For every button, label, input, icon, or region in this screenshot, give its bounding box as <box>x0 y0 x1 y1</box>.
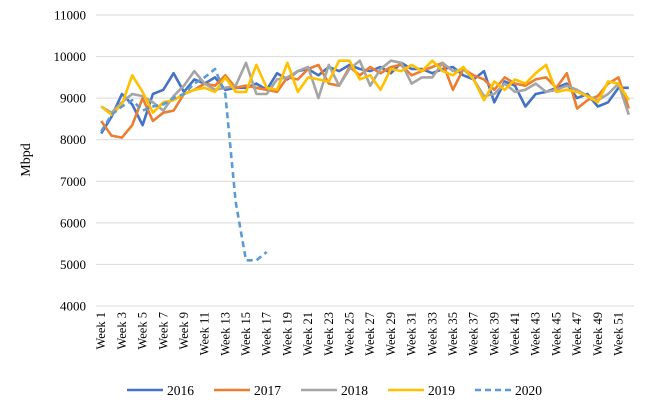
x-tick-label: Week 15 <box>239 312 253 356</box>
x-tick-label: Week 29 <box>384 312 398 356</box>
x-tick-label: Week 21 <box>301 312 315 356</box>
x-tick-label: Week 49 <box>591 312 605 356</box>
x-tick-label: Week 17 <box>260 312 274 356</box>
legend-label-2019: 2019 <box>428 383 455 398</box>
y-tick-labels: 4000 5000 6000 7000 8000 9000 10000 11000 <box>54 8 87 314</box>
legend-label-2018: 2018 <box>341 383 368 398</box>
x-tick-label: Week 43 <box>529 312 543 356</box>
x-tick-label: Week 45 <box>549 312 563 356</box>
y-tick-label: 4000 <box>60 299 86 314</box>
x-tick-label: Week 27 <box>363 312 377 356</box>
legend: 2016 2017 2018 2019 2020 <box>127 383 542 398</box>
y-tick-label: 10000 <box>54 49 87 64</box>
x-tick-label: Week 31 <box>405 312 419 356</box>
x-tick-label: Week 23 <box>322 312 336 356</box>
x-tick-label: Week 47 <box>570 312 584 356</box>
x-tick-label: Week 39 <box>487 312 501 356</box>
y-tick-label: 8000 <box>60 132 86 147</box>
y-tick-label: 6000 <box>60 215 86 230</box>
y-tick-label: 11000 <box>54 8 86 23</box>
x-tick-label: Week 7 <box>156 312 170 350</box>
x-tick-label: Week 5 <box>136 312 150 350</box>
legend-label-2016: 2016 <box>167 383 194 398</box>
x-tick-label: Week 35 <box>446 312 460 356</box>
y-tick-label: 7000 <box>60 174 86 189</box>
y-tick-label: 5000 <box>60 257 86 272</box>
series-lines <box>100 59 631 262</box>
x-tick-labels: Week 1 Week 3 Week 5 Week 7 Week 9 Week 11 Wee… <box>94 312 625 356</box>
x-tick-label: Week 11 <box>198 312 212 355</box>
x-tick-label: Week 9 <box>177 312 191 350</box>
series-line-2018 <box>100 59 631 116</box>
x-tick-label: Week 25 <box>342 312 356 356</box>
x-tick-label: Week 51 <box>611 312 625 356</box>
legend-label-2020: 2020 <box>515 383 542 398</box>
y-axis-label: Mbpd <box>19 143 34 176</box>
x-tick-label: Week 41 <box>508 312 522 356</box>
series-line-2019 <box>100 59 630 117</box>
x-tick-label: Week 33 <box>425 312 439 356</box>
gridlines <box>96 14 634 307</box>
x-tick-label: Week 13 <box>218 312 232 356</box>
x-tick-label: Week 19 <box>280 312 294 356</box>
x-tick-label: Week 1 <box>94 312 108 350</box>
series-line-2020 <box>100 67 268 262</box>
y-tick-label: 9000 <box>60 91 86 106</box>
x-tick-label: Week 3 <box>115 312 129 350</box>
legend-label-2017: 2017 <box>254 383 281 398</box>
x-tick-label: Week 37 <box>467 312 481 356</box>
